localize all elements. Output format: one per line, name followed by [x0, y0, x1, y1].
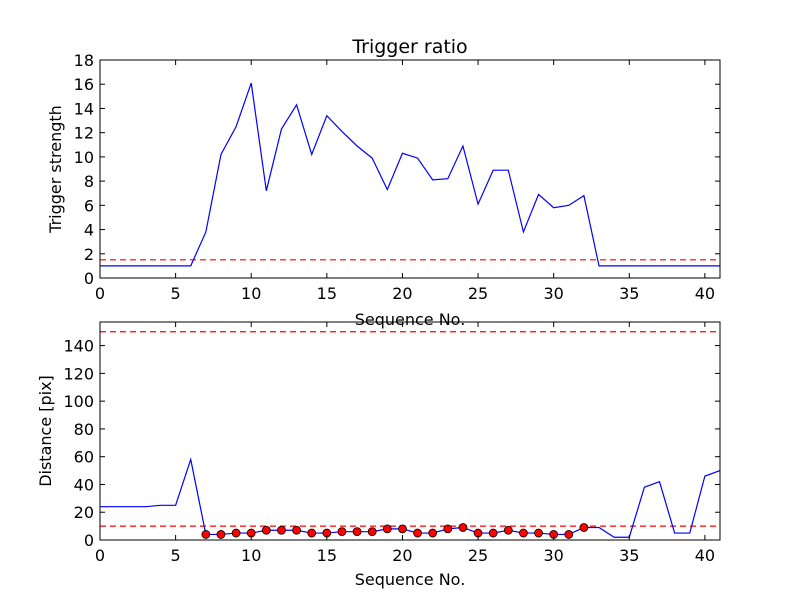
data-point-marker: [488, 528, 498, 538]
y-axis-label: Trigger strength: [46, 105, 65, 234]
y-tick-label: 2: [84, 245, 94, 264]
data-point-marker: [534, 528, 543, 538]
data-point-marker: [458, 523, 468, 532]
x-tick-label: 5: [171, 284, 181, 303]
chart-title: Trigger ratio: [351, 36, 467, 58]
y-tick-label: 16: [74, 75, 94, 94]
data-point-marker: [292, 525, 301, 535]
x-tick-label: 10: [241, 284, 261, 303]
y-tick-label: 40: [74, 475, 94, 494]
data-point-marker: [564, 530, 574, 539]
x-tick-label: 20: [392, 284, 412, 303]
y-tick-label: 6: [84, 196, 94, 215]
x-tick-label: 30: [543, 546, 563, 565]
trigger-ratio-panel: Trigger ratio Sequence No. Trigger stren…: [46, 36, 721, 329]
y-tick-label: 120: [63, 364, 94, 383]
y-tick-label: 14: [74, 99, 94, 118]
data-point-marker: [352, 527, 362, 537]
x-tick-label: 40: [695, 546, 715, 565]
series-line: [100, 82, 720, 267]
y-tick-label: 12: [74, 124, 94, 143]
data-point-marker: [519, 528, 528, 538]
x-tick-label: 40: [695, 284, 715, 303]
plot-area-frame: [99, 59, 721, 279]
data-point-marker: [503, 525, 513, 535]
y-tick-label: 60: [74, 448, 94, 467]
x-tick-label: 0: [95, 284, 105, 303]
y-tick-label: 100: [63, 392, 94, 411]
data-point-marker: [201, 530, 211, 539]
x-tick-label: 0: [95, 546, 105, 565]
x-tick-label: 10: [241, 546, 261, 565]
x-tick-label: 15: [317, 546, 337, 565]
x-tick-label: 25: [468, 546, 488, 565]
data-point-marker: [216, 530, 226, 539]
y-axis-label: Distance [pix]: [36, 375, 55, 487]
y-tick-label: 20: [74, 503, 94, 522]
x-tick-label: 35: [619, 546, 639, 565]
x-axis-label: Sequence No.: [355, 310, 466, 329]
y-tick-label: 8: [84, 172, 94, 191]
data-point-marker: [413, 528, 422, 538]
y-tick-label: 18: [74, 51, 94, 70]
y-tick-label: 140: [63, 337, 94, 356]
x-tick-label: 35: [619, 284, 639, 303]
y-tick-label: 0: [84, 269, 94, 288]
y-tick-label: 10: [74, 148, 94, 167]
x-tick-label: 20: [392, 546, 412, 565]
data-point-marker: [261, 525, 271, 535]
data-point-marker: [398, 524, 407, 534]
x-tick-label: 15: [317, 284, 337, 303]
x-tick-label: 5: [171, 546, 181, 565]
data-point-marker: [367, 527, 377, 537]
x-tick-label: 25: [468, 284, 488, 303]
y-tick-label: 80: [74, 420, 94, 439]
data-point-marker: [337, 527, 347, 537]
data-point-marker: [307, 528, 317, 538]
y-tick-label: 4: [84, 221, 94, 240]
data-point-marker: [277, 525, 286, 535]
data-point-marker: [443, 524, 453, 534]
y-tick-label: 0: [84, 531, 94, 550]
series-line: [100, 457, 721, 538]
data-point-marker: [579, 523, 589, 532]
data-point-marker: [231, 528, 241, 538]
x-axis-label: Sequence No.: [355, 570, 466, 589]
distance-panel: Sequence No. Distance [pix] 0 5 10 15 20 25 30…: [36, 321, 721, 589]
data-point-marker: [428, 528, 438, 538]
data-point-marker: [382, 524, 392, 534]
x-tick-label: 30: [543, 284, 563, 303]
plot-area-frame: [99, 321, 721, 541]
